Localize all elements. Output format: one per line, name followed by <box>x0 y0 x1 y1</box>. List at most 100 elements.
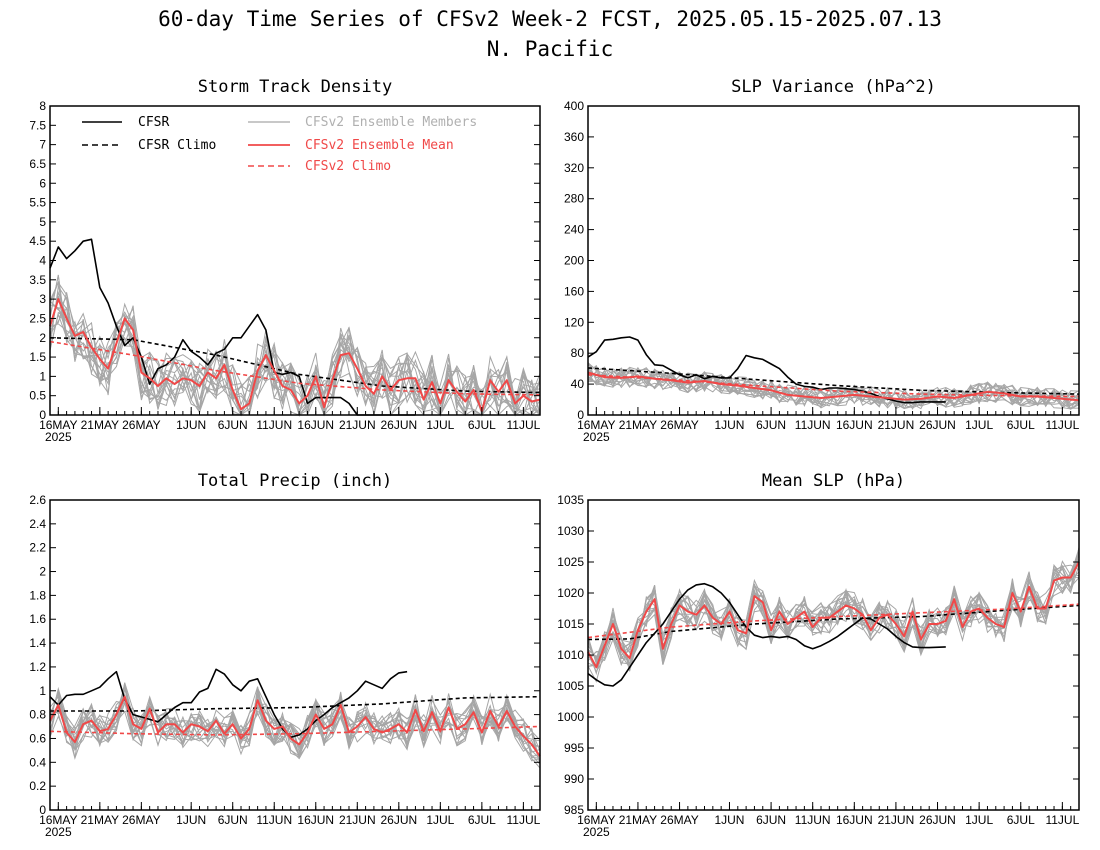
legend-label-cfsr-climo: CFSR Climo <box>138 138 216 153</box>
y-tick-label: 8 <box>39 99 46 113</box>
x-tick-label: 1JUN <box>714 813 744 827</box>
x-tick-label: 6JUL <box>1007 813 1035 827</box>
y-tick-label: 1.8 <box>29 588 46 602</box>
y-tick-label: 40 <box>571 377 585 391</box>
x-tick-label: 6JUN <box>218 418 248 432</box>
y-tick-label: 0.4 <box>29 755 46 769</box>
x-tick-label: 6JUL <box>1007 418 1035 432</box>
x-tick-label: 1JUN <box>714 418 744 432</box>
x-tick-label: 26MAY <box>122 813 160 827</box>
y-tick-label: 80 <box>571 346 585 360</box>
ensemble-member-line <box>587 567 1080 668</box>
y-tick-label: 0 <box>39 803 46 817</box>
x-tick-label: 21JUN <box>339 418 376 432</box>
cfsr-line <box>49 668 408 739</box>
x-tick-label: 11JUN <box>256 813 292 827</box>
x-tick-label: 1JUL <box>426 418 454 432</box>
x-tick-label: 26JUN <box>919 813 956 827</box>
y-tick-label: 2.2 <box>29 541 46 555</box>
ensemble-mean-line <box>49 695 541 757</box>
y-tick-label: 1030 <box>557 524 584 538</box>
panel-total-precip: Total Precip (inch) 0 0.2 0.4 0.6 0.8 1 1.2 1.4 1… <box>29 471 541 839</box>
x-tick-label: 11JUN <box>256 418 292 432</box>
y-tick-label: 1 <box>39 369 46 383</box>
x-tick-label: 11JUL <box>506 813 540 827</box>
cfsr-line <box>49 238 416 416</box>
legend-label-cfsv2-climo: CFSv2 Climo <box>305 159 391 174</box>
legend: CFSR CFSR Climo CFSv2 Ensemble Members C… <box>82 115 477 174</box>
y-tick-label: 1.4 <box>29 636 46 650</box>
x-tick-label: 21MAY <box>81 813 119 827</box>
x-tick-label: 11JUN <box>795 813 831 827</box>
x-tick-label: 11JUL <box>506 418 540 432</box>
y-tick-label: 360 <box>564 130 584 144</box>
x-tick-label: 1JUL <box>965 418 993 432</box>
ensemble-member-line <box>49 275 541 417</box>
panel-slp-variance: SLP Variance (hPa^2) 0 40 80 120 160 200 240 280… <box>564 77 1080 444</box>
x-tick-label: 21MAY <box>81 418 119 432</box>
panel-mean-slp: Mean SLP (hPa) 985 990 995 1000 1005 1010 1015 1… <box>557 471 1080 839</box>
x-tick-label: 26MAY <box>660 813 698 827</box>
y-tick-label: 2 <box>39 331 46 345</box>
figure-subtitle: N. Pacific <box>487 37 613 61</box>
x-tick-label: 26JUN <box>380 813 417 827</box>
x-tick-label: 16MAY <box>39 418 77 432</box>
x-tick-label: 26JUN <box>380 418 417 432</box>
x-tick-label: 21JUN <box>878 813 915 827</box>
ensemble-member-line <box>49 682 541 758</box>
y-tick-label: 1015 <box>557 617 584 631</box>
cfsr-climo-line <box>50 695 541 712</box>
y-tick-label: 4 <box>39 254 46 268</box>
y-tick-label: 400 <box>564 99 584 113</box>
y-tick-label: 1 <box>39 684 46 698</box>
ensemble-member-line <box>49 690 541 748</box>
cfsr-climo-line <box>49 337 541 394</box>
y-tick-label: 3.5 <box>29 273 46 287</box>
x-tick-label: 16MAY <box>39 813 77 827</box>
y-tick-label: 2.4 <box>29 517 46 531</box>
cfsv2-climo-line <box>587 374 1080 398</box>
x-year-label: 2025 <box>583 430 610 444</box>
y-tick-label: 1.2 <box>29 660 46 674</box>
ensemble-mean-line <box>587 561 1080 669</box>
panel-title: SLP Variance (hPa^2) <box>731 77 936 97</box>
y-tick-label: 4.5 <box>29 234 46 248</box>
panel-title: Storm Track Density <box>198 77 392 97</box>
x-tick-label: 16JUN <box>836 418 873 432</box>
y-tick-label: 0 <box>577 408 584 422</box>
y-tick-label: 240 <box>564 223 584 237</box>
x-tick-label: 6JUN <box>218 813 248 827</box>
y-tick-label: 2.6 <box>29 493 46 507</box>
panel-title: Mean SLP (hPa) <box>762 471 905 491</box>
y-tick-label: 3 <box>39 292 46 306</box>
ensemble-mean-line <box>587 371 1080 402</box>
ensemble-member-line <box>587 557 1080 683</box>
x-tick-label: 6JUL <box>468 418 496 432</box>
x-tick-label: 6JUN <box>756 813 786 827</box>
x-tick-label: 26MAY <box>660 418 698 432</box>
x-tick-label: 26MAY <box>122 418 160 432</box>
cfsr-line <box>587 336 946 404</box>
y-tick-label: 1.5 <box>29 350 46 364</box>
x-tick-label: 21JUN <box>339 813 376 827</box>
x-tick-label: 11JUN <box>795 418 831 432</box>
y-tick-label: 120 <box>564 315 584 329</box>
panel-storm-track-density: Storm Track Density 0 0.5 1 1.5 2 2.5 3 3.5 4 4.5 5… <box>29 77 541 444</box>
x-tick-label: 16MAY <box>577 813 615 827</box>
y-tick-label: 985 <box>564 803 584 817</box>
x-tick-label: 16JUN <box>297 813 334 827</box>
plot-frame <box>587 105 1080 416</box>
x-tick-label: 21MAY <box>619 813 657 827</box>
x-tick-label: 1JUL <box>965 813 993 827</box>
y-tick-label: 1035 <box>557 493 584 507</box>
panel-title: Total Precip (inch) <box>198 471 392 491</box>
ensemble-member-line <box>49 682 541 760</box>
cfsv2-climo-line <box>49 340 541 396</box>
y-tick-label: 6.5 <box>29 157 46 171</box>
y-tick-label: 0.6 <box>29 731 46 745</box>
y-tick-label: 5 <box>39 215 46 229</box>
y-tick-label: 5.5 <box>29 196 46 210</box>
x-tick-label: 6JUN <box>756 418 786 432</box>
ensemble-member-line <box>49 695 541 747</box>
